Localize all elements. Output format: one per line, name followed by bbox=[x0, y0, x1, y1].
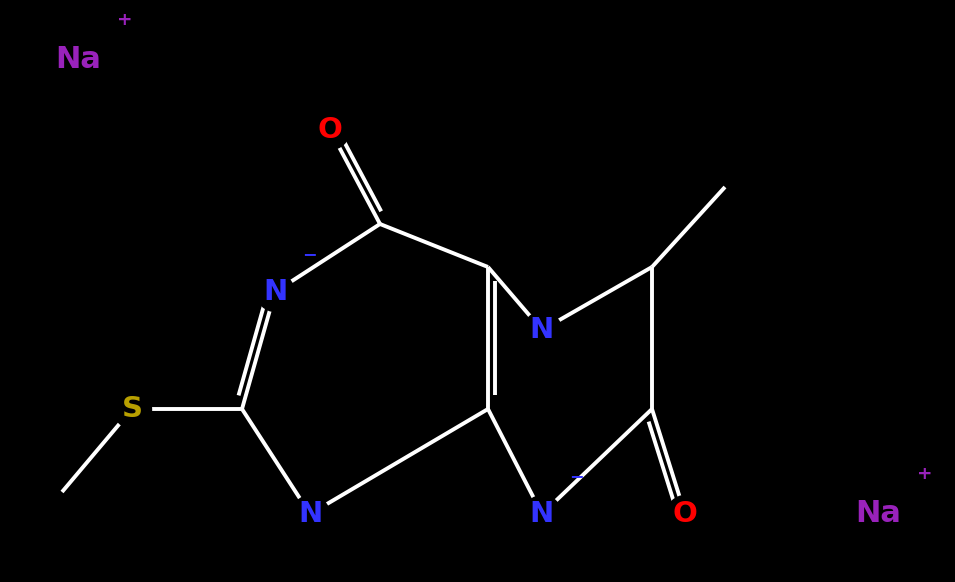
Text: N: N bbox=[263, 278, 287, 306]
Text: N: N bbox=[530, 316, 554, 344]
Text: O: O bbox=[672, 500, 697, 528]
Text: −: − bbox=[569, 467, 584, 485]
Text: O: O bbox=[318, 116, 343, 144]
Text: S: S bbox=[121, 395, 142, 423]
Text: +: + bbox=[117, 11, 132, 29]
Text: −: − bbox=[303, 244, 317, 262]
Text: +: + bbox=[917, 465, 932, 483]
Text: Na: Na bbox=[855, 499, 901, 528]
Text: N: N bbox=[298, 500, 322, 528]
Text: N: N bbox=[530, 500, 554, 528]
Text: Na: Na bbox=[55, 45, 101, 74]
